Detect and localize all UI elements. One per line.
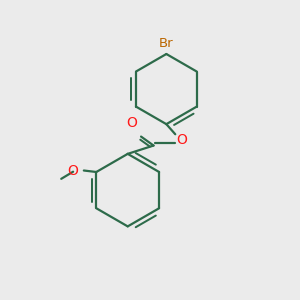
Text: O: O: [127, 116, 138, 130]
Text: O: O: [177, 133, 188, 147]
Text: Br: Br: [159, 38, 174, 50]
Text: O: O: [68, 164, 79, 178]
